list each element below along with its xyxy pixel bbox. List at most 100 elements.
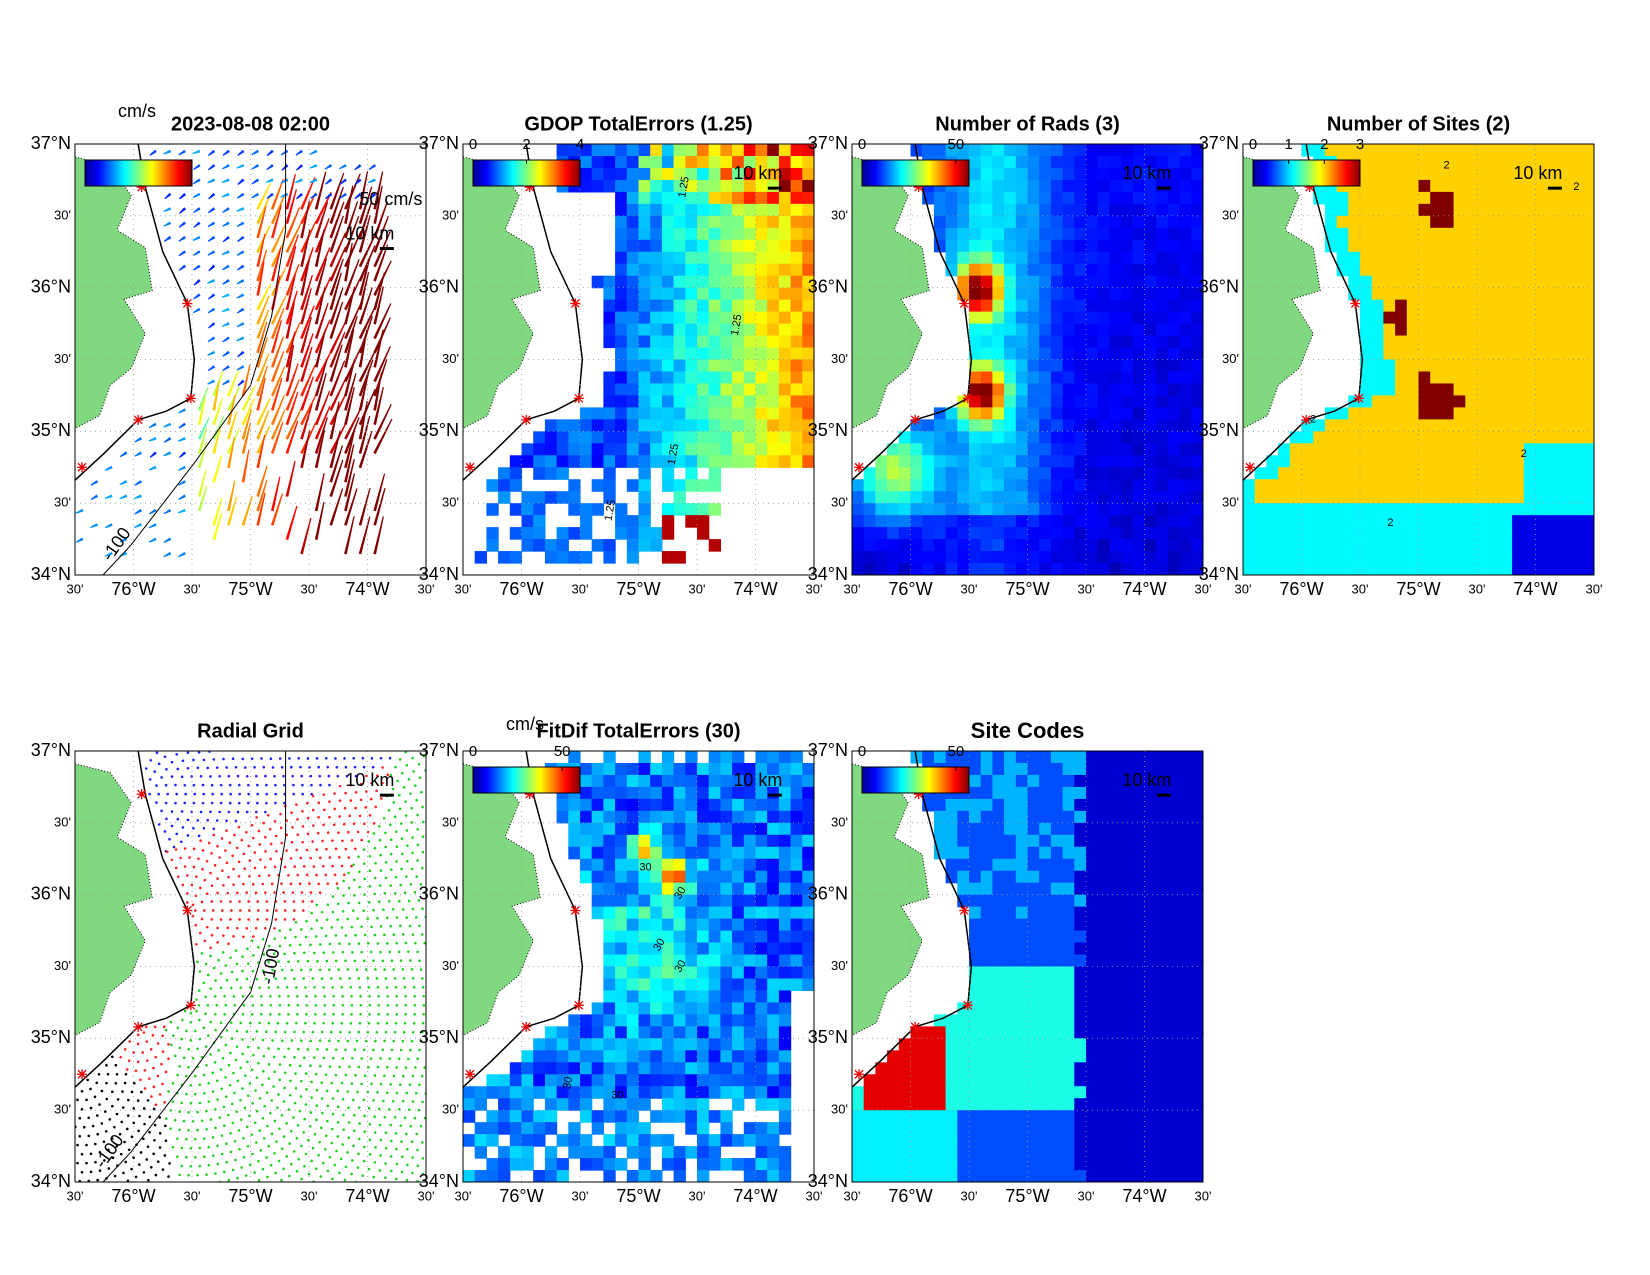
radial-grid-point	[276, 986, 280, 989]
lat-tick-label: 30'	[54, 207, 71, 222]
field-cell	[1547, 503, 1560, 516]
field-cell	[708, 443, 721, 456]
radial-grid-point	[82, 1125, 86, 1129]
field-cell	[1027, 179, 1040, 193]
field-cell	[1535, 335, 1548, 349]
radial-grid-point	[315, 1088, 319, 1092]
field-cell	[1383, 179, 1396, 193]
field-cell	[1132, 539, 1146, 552]
field-cell	[1336, 527, 1349, 540]
radial-grid-point	[350, 1003, 354, 1007]
lat-tick-label: 37°N	[31, 740, 71, 760]
field-cell	[1453, 287, 1466, 301]
radial-grid-point	[206, 766, 210, 770]
field-cell	[1406, 215, 1420, 229]
radial-grid-point	[421, 1172, 425, 1176]
field-cell	[1132, 179, 1146, 193]
field-cell	[1086, 527, 1099, 540]
radar-site	[959, 298, 970, 309]
field-cell	[980, 287, 993, 301]
field-cell	[1500, 455, 1513, 468]
field-cell	[802, 299, 814, 313]
current-vector	[104, 551, 113, 557]
field-cell	[661, 870, 675, 884]
field-cell	[568, 1038, 581, 1051]
field-cell	[1132, 491, 1146, 504]
field-cell	[650, 858, 663, 872]
radial-grid-point	[174, 1054, 177, 1058]
current-vector	[163, 221, 172, 227]
field-cell	[1477, 371, 1490, 385]
radial-grid-point	[379, 1154, 382, 1157]
radial-grid-point	[119, 1152, 123, 1156]
radial-grid-point	[235, 891, 239, 895]
radial-grid-point	[342, 1128, 345, 1131]
field-cell	[778, 299, 792, 313]
radial-grid-point	[327, 774, 331, 778]
field-cell	[568, 551, 581, 564]
field-cell	[922, 527, 935, 540]
field-cell	[650, 263, 663, 277]
field-cell	[509, 1074, 523, 1087]
field-cell	[778, 455, 792, 468]
field-cell	[1191, 407, 1203, 420]
field-cell	[875, 539, 888, 552]
radial-grid-point	[328, 942, 332, 946]
field-cell	[743, 299, 757, 313]
field-cell	[1027, 167, 1040, 181]
radial-grid-point	[341, 1057, 345, 1060]
radial-grid-point	[176, 1026, 180, 1030]
field-cell	[1179, 479, 1192, 492]
radial-grid-point	[163, 830, 167, 833]
radial-grid-point	[187, 1065, 190, 1069]
field-cell	[1074, 467, 1087, 480]
radial-grid-point	[205, 859, 209, 863]
radial-grid-point	[401, 1099, 405, 1103]
field-cell	[708, 870, 721, 884]
field-cell	[1371, 263, 1384, 277]
field-cell	[1144, 227, 1157, 241]
current-vector	[344, 387, 355, 426]
field-cell	[1156, 263, 1169, 277]
field-cell	[498, 491, 511, 504]
radial-grid-point	[269, 842, 273, 846]
field-cell	[1062, 359, 1075, 373]
radial-grid-point	[205, 1127, 208, 1131]
radial-grid-point	[158, 1116, 162, 1119]
radial-grid-point	[225, 978, 229, 982]
lat-tick-label: 30'	[442, 207, 459, 222]
field-cell	[533, 539, 546, 552]
current-vector	[236, 207, 245, 212]
field-cell	[1050, 179, 1064, 193]
field-cell	[580, 858, 593, 872]
field-cell	[945, 467, 958, 480]
field-cell	[1371, 311, 1384, 325]
field-cell	[1191, 527, 1203, 540]
field-cell	[1453, 335, 1466, 349]
radial-grid-point	[287, 994, 290, 998]
field-cell	[603, 479, 616, 492]
radial-grid-point	[240, 838, 244, 842]
field-cell	[992, 287, 1005, 301]
field-cell	[1500, 359, 1513, 373]
radial-grid-point	[422, 1012, 425, 1016]
field-cell	[1395, 263, 1408, 277]
radial-grid-point	[253, 866, 257, 870]
field-cell	[673, 858, 686, 872]
radial-grid-point	[405, 875, 408, 878]
field-cell	[980, 407, 993, 420]
field-cell	[1512, 491, 1525, 504]
field-cell	[1144, 503, 1157, 516]
field-cell	[1512, 179, 1525, 193]
field-cell	[673, 191, 686, 205]
radial-grid-point	[122, 1171, 125, 1175]
field-cell	[650, 323, 663, 337]
current-vector	[221, 322, 230, 327]
radial-grid-point	[241, 757, 245, 761]
field-cell	[1348, 527, 1361, 540]
radial-grid-point	[323, 1003, 327, 1007]
field-cell	[1360, 179, 1373, 193]
field-cell	[980, 383, 993, 397]
field-cell	[603, 311, 616, 325]
radial-grid-point	[253, 1121, 257, 1125]
